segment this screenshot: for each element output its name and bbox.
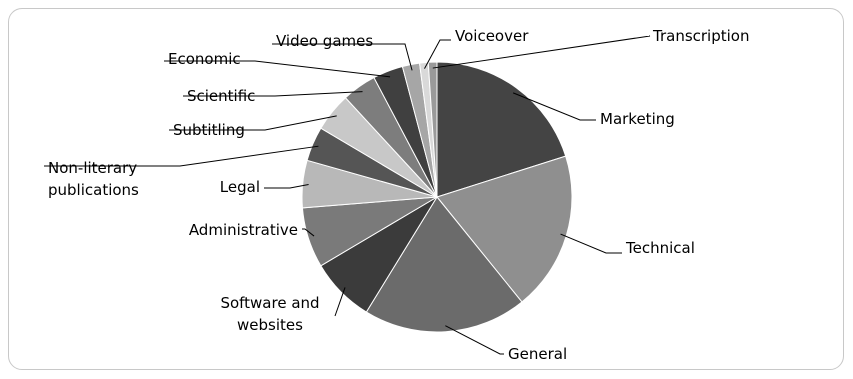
leader-line-legal	[264, 183, 309, 189]
leader-line-non-literary-publications	[44, 145, 319, 167]
leader-line-voiceover	[424, 39, 451, 69]
leader-line-transcription	[432, 35, 651, 69]
label-non-literary-publications: Non-literary publications	[48, 159, 139, 199]
leader-line-software-and-websites	[334, 287, 346, 317]
leader-line-subtitling	[169, 115, 337, 131]
leader-line-economic	[164, 60, 391, 78]
label-legal: Legal	[220, 178, 260, 196]
label-software-and-websites: Software and websites	[220, 294, 319, 334]
label-scientific: Scientific	[187, 87, 255, 105]
slice-general	[365, 196, 523, 333]
leader-line-technical	[560, 233, 622, 254]
leader-line-video-games	[272, 43, 413, 71]
label-transcription: Transcription	[652, 27, 749, 45]
leaders-layer	[44, 35, 651, 355]
slice-technical	[436, 155, 573, 303]
leader-line-general	[445, 325, 504, 355]
leader-line-administrative	[302, 228, 315, 237]
label-voiceover: Voiceover	[455, 27, 529, 45]
leader-line-marketing	[512, 92, 596, 121]
leader-line-scientific	[183, 91, 363, 97]
label-general: General	[508, 345, 567, 363]
label-technical: Technical	[625, 239, 695, 257]
label-video-games: Video games	[276, 32, 373, 50]
label-subtitling: Subtitling	[173, 121, 245, 139]
labels-layer: Marketing Technical General Software and web…	[48, 27, 749, 363]
slices-layer	[301, 61, 573, 333]
label-administrative: Administrative	[189, 221, 298, 239]
slice-marketing	[436, 61, 567, 198]
label-economic: Economic	[168, 50, 241, 68]
label-marketing: Marketing	[600, 110, 675, 128]
